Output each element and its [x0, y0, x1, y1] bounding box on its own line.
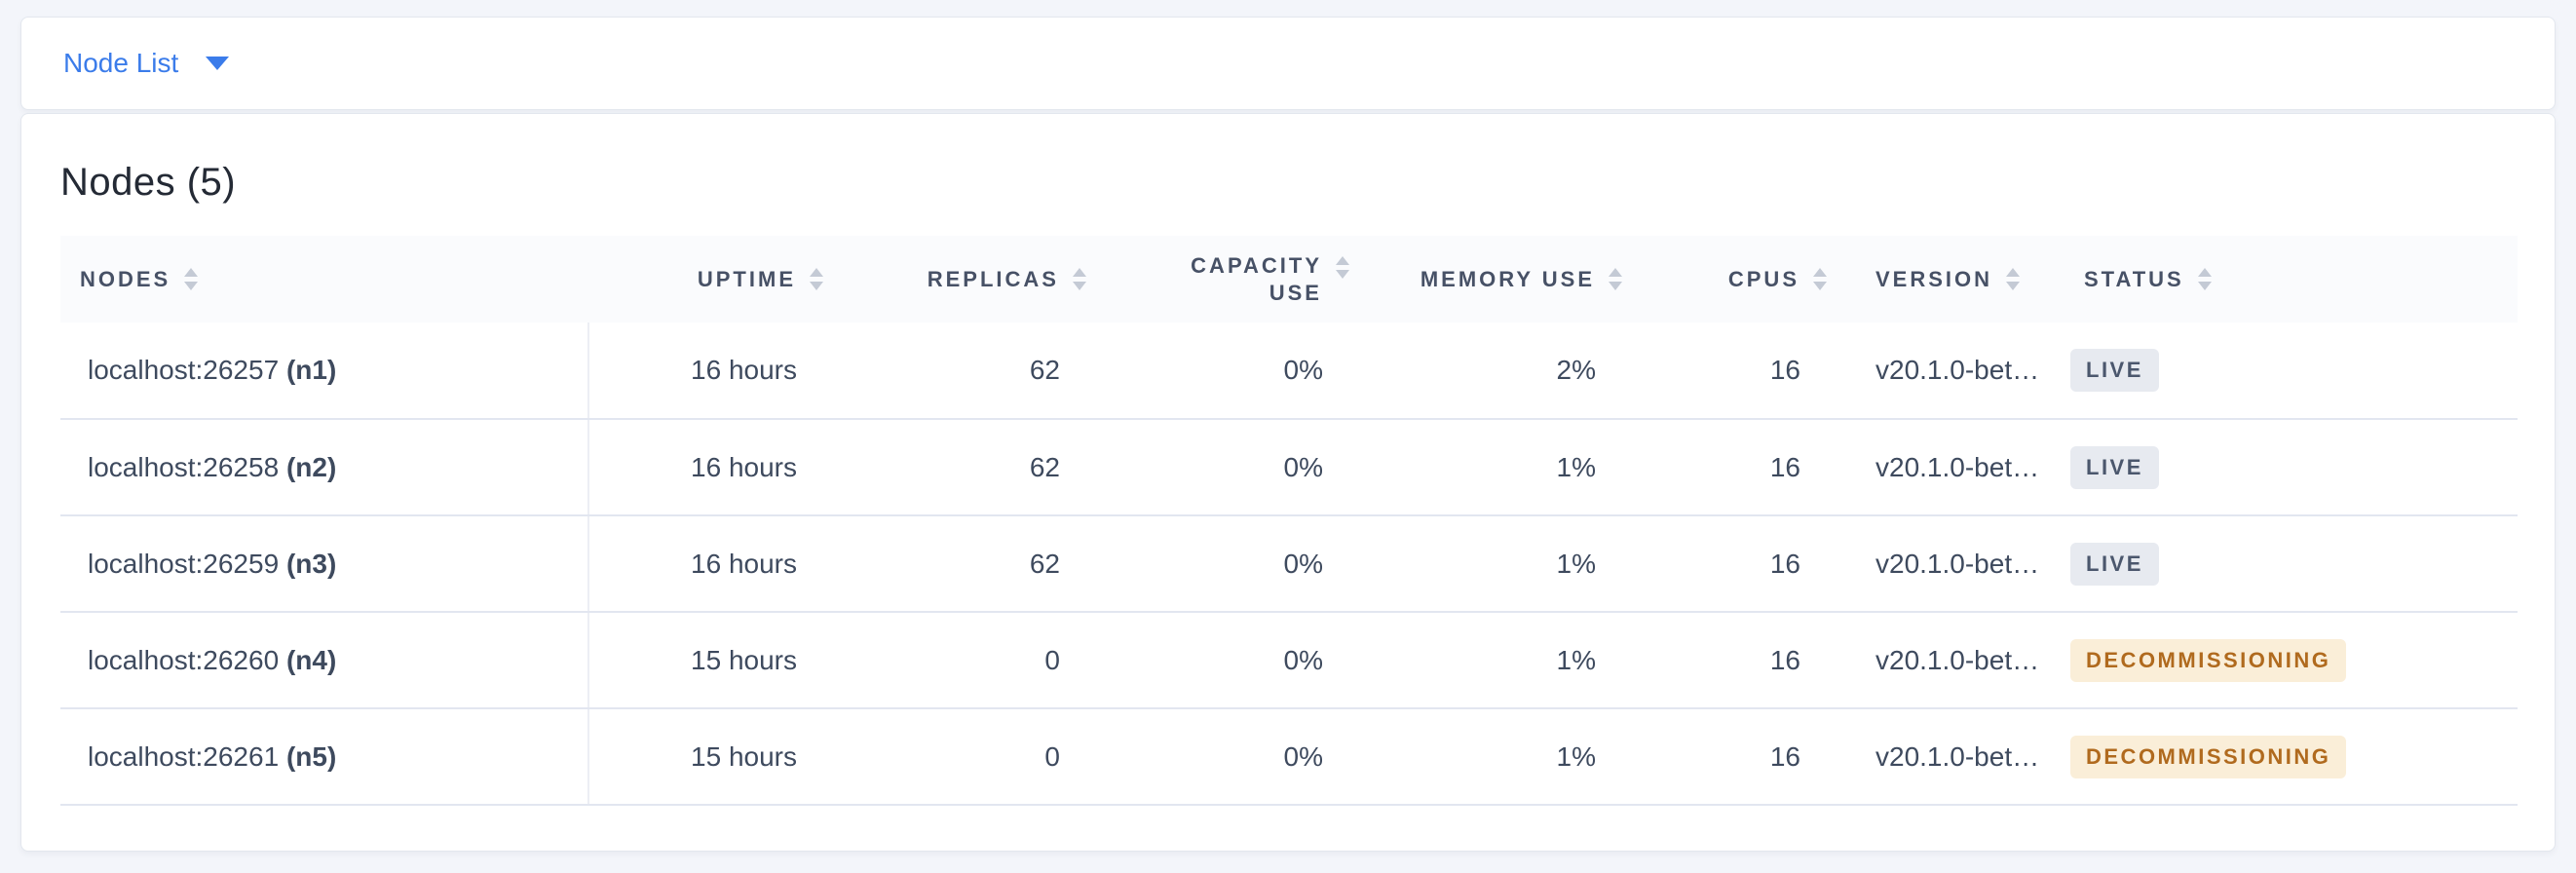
- cell-replicas: 62: [848, 419, 1111, 516]
- cell-uptime: 16 hours: [588, 419, 848, 516]
- cell-memory-use: 1%: [1374, 419, 1647, 516]
- cell-cpus: 16: [1647, 515, 1851, 613]
- cell-node-address: localhost:26257 (n1): [60, 323, 589, 420]
- status-badge: LIVE: [2070, 349, 2159, 392]
- sort-icon: [2006, 268, 2021, 290]
- column-header-replicas[interactable]: REPLICAS: [848, 236, 1111, 323]
- column-header-nodes[interactable]: NODES: [60, 236, 588, 323]
- cell-capacity-use: 0%: [1111, 612, 1374, 709]
- cell-cpus: 16: [1647, 708, 1851, 806]
- caret-down-icon: [206, 57, 230, 70]
- view-selector-bar: Node List: [20, 17, 2556, 110]
- cell-status: LIVE: [2061, 323, 2518, 420]
- table-row[interactable]: localhost:26258 (n2) 16 hours 62 0% 1% 1…: [60, 419, 2518, 516]
- column-header-capacity-use[interactable]: CAPACITY USE: [1111, 236, 1374, 323]
- table-header-row: NODES UPTIME REPLICAS CAPACITY USE MEMOR…: [60, 236, 2518, 323]
- sort-icon: [1609, 268, 1622, 290]
- node-list-table: NODES UPTIME REPLICAS CAPACITY USE MEMOR…: [60, 236, 2518, 806]
- cell-capacity-use: 0%: [1111, 515, 1374, 613]
- cell-version: v20.1.0-bet…: [1851, 708, 2061, 806]
- status-badge: DECOMMISSIONING: [2070, 735, 2347, 778]
- node-id: (n2): [285, 451, 337, 482]
- cell-replicas: 0: [848, 708, 1111, 806]
- cell-node-address: localhost:26260 (n4): [60, 612, 589, 709]
- cell-version: v20.1.0-bet…: [1851, 612, 2061, 709]
- cell-node-address: localhost:26261 (n5): [60, 708, 589, 806]
- cell-uptime: 15 hours: [588, 708, 848, 806]
- cell-uptime: 16 hours: [588, 323, 848, 420]
- status-badge: LIVE: [2070, 542, 2159, 586]
- cell-memory-use: 1%: [1374, 708, 1647, 806]
- cell-status: LIVE: [2061, 419, 2518, 516]
- node-id: (n4): [285, 644, 337, 675]
- cell-status: DECOMMISSIONING: [2061, 612, 2518, 709]
- sort-icon: [1073, 268, 1086, 290]
- column-header-status[interactable]: STATUS: [2061, 236, 2518, 323]
- column-header-cpus[interactable]: CPUS: [1647, 236, 1851, 323]
- column-header-version[interactable]: VERSION: [1851, 236, 2061, 323]
- cell-memory-use: 1%: [1374, 612, 1647, 709]
- status-badge: LIVE: [2070, 445, 2159, 489]
- cell-memory-use: 1%: [1374, 515, 1647, 613]
- sort-icon: [1813, 268, 1827, 290]
- cell-status: DECOMMISSIONING: [2061, 708, 2518, 806]
- cell-version: v20.1.0-bet…: [1851, 419, 2061, 516]
- column-header-memory-use[interactable]: MEMORY USE: [1374, 236, 1647, 323]
- cell-cpus: 16: [1647, 612, 1851, 709]
- column-header-uptime[interactable]: UPTIME: [588, 236, 848, 323]
- cell-replicas: 62: [848, 323, 1111, 420]
- table-row[interactable]: localhost:26257 (n1) 16 hours 62 0% 2% 1…: [60, 323, 2518, 420]
- cell-cpus: 16: [1647, 419, 1851, 516]
- cell-uptime: 16 hours: [588, 515, 848, 613]
- node-id: (n1): [285, 355, 337, 385]
- page-title: Nodes (5): [60, 161, 237, 204]
- cell-capacity-use: 0%: [1111, 708, 1374, 806]
- sort-icon: [810, 268, 823, 290]
- cell-capacity-use: 0%: [1111, 419, 1374, 516]
- cell-node-address: localhost:26258 (n2): [60, 419, 589, 516]
- view-selector-label: Node List: [63, 48, 179, 78]
- cell-node-address: localhost:26259 (n3): [60, 515, 589, 613]
- view-selector-dropdown[interactable]: Node List: [63, 48, 230, 79]
- cell-capacity-use: 0%: [1111, 323, 1374, 420]
- cell-replicas: 62: [848, 515, 1111, 613]
- table-row[interactable]: localhost:26260 (n4) 15 hours 0 0% 1% 16…: [60, 612, 2518, 709]
- cell-version: v20.1.0-bet…: [1851, 515, 2061, 613]
- node-id: (n5): [285, 740, 337, 772]
- node-id: (n3): [285, 548, 337, 579]
- cell-replicas: 0: [848, 612, 1111, 709]
- cell-memory-use: 2%: [1374, 323, 1647, 420]
- cell-version: v20.1.0-bet…: [1851, 323, 2061, 420]
- sort-icon: [2197, 268, 2212, 290]
- sort-icon: [184, 268, 199, 290]
- cell-status: LIVE: [2061, 515, 2518, 613]
- table-row[interactable]: localhost:26261 (n5) 15 hours 0 0% 1% 16…: [60, 708, 2518, 806]
- status-badge: DECOMMISSIONING: [2070, 638, 2347, 682]
- table-row[interactable]: localhost:26259 (n3) 16 hours 62 0% 1% 1…: [60, 515, 2518, 613]
- nodes-panel: Nodes (5) NODES UPTIME REPLICAS CAPACITY…: [20, 113, 2556, 852]
- cell-cpus: 16: [1647, 323, 1851, 420]
- cell-uptime: 15 hours: [588, 612, 848, 709]
- sort-icon: [1336, 255, 1349, 279]
